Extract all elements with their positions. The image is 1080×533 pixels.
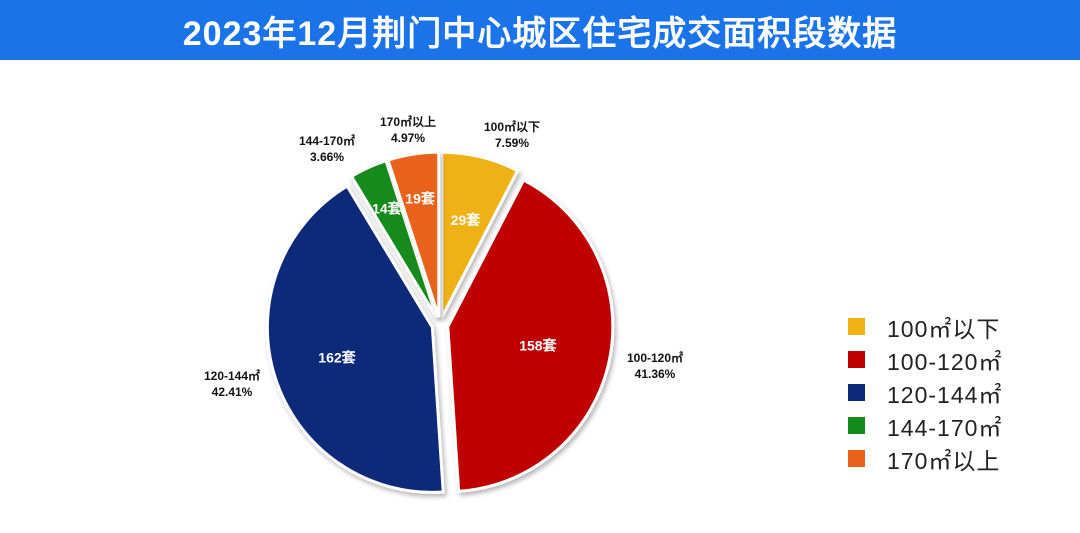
legend-label: 100-120㎡: [887, 348, 1003, 375]
legend-item: 100-120㎡: [848, 343, 1002, 376]
slice-count-label: 158套: [519, 337, 556, 353]
legend-label: 170㎡以上: [887, 447, 1001, 474]
pie-slice-5: [386, 150, 441, 318]
legend-item: 144-170㎡: [848, 409, 1002, 442]
slice-count-label: 14套: [372, 201, 402, 217]
legend-item: 120-144㎡: [848, 376, 1002, 409]
slice-category-label: 100㎡以下: [484, 119, 540, 134]
legend-label: 100㎡以下: [887, 315, 1001, 342]
pie-slice-2: [446, 178, 615, 493]
page-title: 2023年12月荆门中心城区住宅成交面积段数据: [182, 14, 898, 53]
legend-swatch: [848, 318, 865, 335]
slice-category-label: 120-144㎡: [204, 368, 260, 383]
slice-percent-label: 7.59%: [495, 136, 529, 150]
slice-category-label: 100-120㎡: [627, 350, 683, 365]
slice-count-label: 19套: [405, 191, 435, 207]
pie-slice-4: [349, 158, 439, 319]
legend-swatch: [848, 384, 865, 401]
slice-category-label: 144-170㎡: [299, 133, 355, 148]
legend-swatch: [848, 351, 865, 368]
chart-legend: 100㎡以下 100-120㎡ 120-144㎡ 144-170㎡ 170㎡以上: [848, 310, 1002, 475]
slice-percent-label: 42.41%: [212, 385, 253, 399]
slice-percent-label: 41.36%: [635, 367, 676, 381]
legend-swatch: [848, 417, 865, 434]
pie-slice-1: [440, 150, 520, 318]
legend-item: 170㎡以上: [848, 442, 1002, 475]
slice-count-label: 29套: [451, 212, 481, 228]
slice-count-label: 162套: [318, 349, 355, 365]
legend-item: 100㎡以下: [848, 310, 1002, 343]
pie-slice-3: [265, 184, 445, 494]
legend-label: 144-170㎡: [887, 414, 1003, 441]
slice-category-label: 170㎡以上: [380, 114, 436, 129]
slice-percent-label: 4.97%: [391, 131, 425, 145]
header-bar: 2023年12月荆门中心城区住宅成交面积段数据: [0, 0, 1080, 60]
legend-label: 120-144㎡: [887, 381, 1003, 408]
slice-percent-label: 3.66%: [310, 150, 344, 164]
legend-swatch: [848, 450, 865, 467]
